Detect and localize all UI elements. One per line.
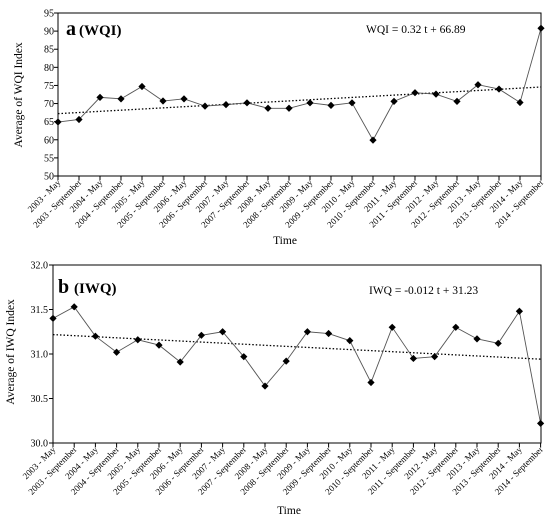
data-point [431,353,439,361]
data-point [346,337,354,345]
data-point [494,339,502,347]
data-point [473,335,481,343]
x-axis-title: Time [277,505,301,517]
y-tick-label: 31.0 [31,350,49,361]
data-point [388,323,396,331]
trend-equation: IWQ = -0.012 t + 31.23 [369,285,478,297]
x-axis-title: Time [273,235,297,247]
series-group [54,24,545,144]
y-axis-title: Average of IWQ Index [5,299,17,405]
data-point [516,98,524,107]
data-point [91,332,99,340]
data-point [432,90,440,98]
panel-a-wqi: a (WQI) WQI = 0.32 t + 66.89 Time Averag… [13,9,545,248]
data-point [138,82,146,91]
trend-line-group [57,86,542,115]
data-point [75,115,83,124]
data-point [325,329,333,338]
series-group [49,303,545,428]
data-point [409,354,417,363]
y-tick-label: 60 [44,135,54,146]
panel-letter: b [58,276,69,298]
data-point [474,81,482,89]
data-point [54,118,62,126]
data-point [495,85,503,93]
trend-line [52,333,541,360]
trend-equation: WQI = 0.32 t + 66.89 [366,24,466,36]
data-point [306,99,314,107]
data-point [49,314,57,322]
data-point [222,101,230,109]
data-point [285,104,293,112]
y-tick-label: 80 [44,63,54,74]
data-point [134,336,142,344]
trend-line-group [52,333,541,360]
data-point [219,328,227,336]
data-point [261,382,269,390]
data-point [113,348,121,356]
data-point [453,97,461,105]
data-point [348,99,356,107]
data-point [201,102,209,110]
y-axis-ticks: 30.0 30.5 31.0 31.5 32.0 [31,261,53,450]
data-point [117,95,125,103]
data-point [264,104,272,112]
data-point [282,357,290,365]
data-point [96,93,104,101]
panel-b-iwq: b (IWQ) IWQ = -0.012 t + 31.23 Time Aver… [5,261,545,518]
y-tick-label: 32.0 [31,261,49,272]
y-tick-label: 65 [44,117,54,128]
y-tick-label: 85 [44,45,54,56]
series-line [57,28,542,142]
data-point [243,99,251,107]
plot-area-frame [57,12,542,177]
data-point [411,89,419,97]
data-point [180,95,188,103]
data-point [367,378,375,387]
y-tick-label: 31.5 [31,305,49,316]
data-point [515,307,523,315]
data-point [159,97,167,105]
y-tick-label: 70 [44,99,54,110]
data-point [452,323,460,331]
trend-line [57,86,542,115]
data-point [537,419,545,428]
panel-name: (IWQ) [74,281,117,297]
data-point [155,341,163,349]
y-tick-label: 55 [44,153,54,164]
data-point [537,24,545,32]
y-axis-title: Average of WQI Index [13,42,25,148]
data-point [70,303,78,311]
y-tick-label: 75 [44,81,54,92]
data-point [369,136,377,144]
y-tick-label: 30.0 [31,439,49,450]
panel-name: (WQI) [79,23,122,39]
y-tick-label: 50 [44,172,54,183]
data-point [197,331,205,339]
data-point [327,101,335,109]
series-line [52,306,542,424]
data-point [303,328,311,336]
data-point [176,358,184,366]
data-point [390,97,398,105]
data-point [240,353,248,361]
y-axis-ticks: 50 55 60 65 70 75 80 85 90 95 [44,9,58,183]
y-tick-label: 95 [44,9,54,20]
panel-letter: a [66,18,76,40]
y-tick-label: 30.5 [31,394,49,405]
y-tick-label: 90 [44,27,54,38]
